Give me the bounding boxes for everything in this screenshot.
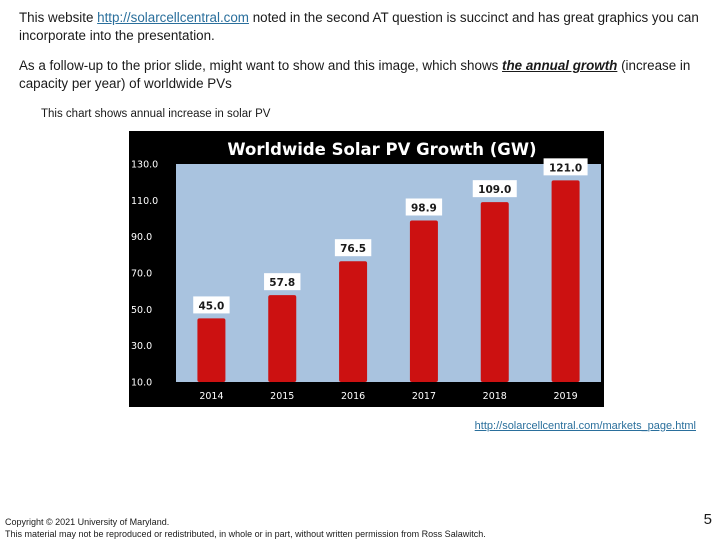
copyright-footer: Copyright © 2021 University of Maryland.… — [5, 516, 486, 540]
x-tick-label: 2018 — [483, 391, 507, 402]
y-tick-label: 110.0 — [131, 196, 158, 207]
y-tick-label: 50.0 — [131, 305, 152, 316]
y-tick-label: 70.0 — [131, 269, 152, 280]
bar — [197, 318, 226, 382]
intro-text-after: noted in the second AT question is succi… — [19, 10, 699, 43]
value-label: 45.0 — [198, 300, 224, 312]
followup-paragraph: As a follow-up to the prior slide, might… — [19, 57, 699, 93]
bar — [551, 180, 580, 382]
value-label: 121.0 — [549, 162, 582, 174]
solar-pv-growth-chart: Worldwide Solar PV Growth (GW) 10.0 30.0 50… — [129, 131, 604, 407]
copyright-line: Copyright © 2021 University of Maryland. — [5, 517, 170, 527]
value-label-box — [193, 296, 230, 314]
reproduction-notice: This material may not be reproduced or r… — [5, 529, 486, 539]
followup-text-after: (increase in capacity per year) of world… — [19, 58, 691, 91]
intro-text-before: This website — [19, 10, 98, 25]
followup-text-before: As a follow-up to the prior slide, might… — [19, 58, 503, 73]
value-label-box — [405, 198, 443, 216]
value-label-box — [334, 239, 372, 257]
value-label: 57.8 — [269, 277, 295, 289]
solarcellcentral-link[interactable]: http://solarcellcentral.com — [97, 10, 249, 25]
source-link[interactable]: http://solarcellcentral.com/markets_page… — [474, 420, 696, 432]
value-label-box — [472, 180, 517, 198]
y-tick-label: 30.0 — [131, 341, 152, 352]
x-tick-label: 2014 — [199, 391, 223, 402]
bar — [480, 202, 509, 382]
x-tick-label: 2019 — [553, 391, 577, 402]
value-label: 76.5 — [340, 243, 366, 255]
page-number: 5 — [703, 511, 712, 528]
y-tick-label: 10.0 — [131, 378, 152, 389]
annual-growth-emphasis: the annual growth — [502, 58, 618, 73]
value-label: 98.9 — [411, 202, 437, 214]
bar — [339, 261, 368, 382]
intro-paragraph: This website http://solarcellcentral.com… — [19, 9, 699, 45]
chart-caption: This chart shows annual increase in sola… — [41, 108, 271, 120]
value-label-box — [543, 158, 588, 176]
value-label-box — [264, 273, 301, 291]
bar — [268, 295, 297, 382]
value-label: 109.0 — [478, 184, 511, 196]
y-tick-label: 130.0 — [131, 160, 158, 171]
y-tick-label: 90.0 — [131, 232, 152, 243]
x-tick-label: 2015 — [270, 391, 294, 402]
x-tick-label: 2017 — [412, 391, 436, 402]
x-tick-label: 2016 — [341, 391, 365, 402]
chart-title: Worldwide Solar PV Growth (GW) — [227, 140, 536, 159]
bar — [409, 220, 438, 382]
plot-area — [176, 164, 601, 382]
